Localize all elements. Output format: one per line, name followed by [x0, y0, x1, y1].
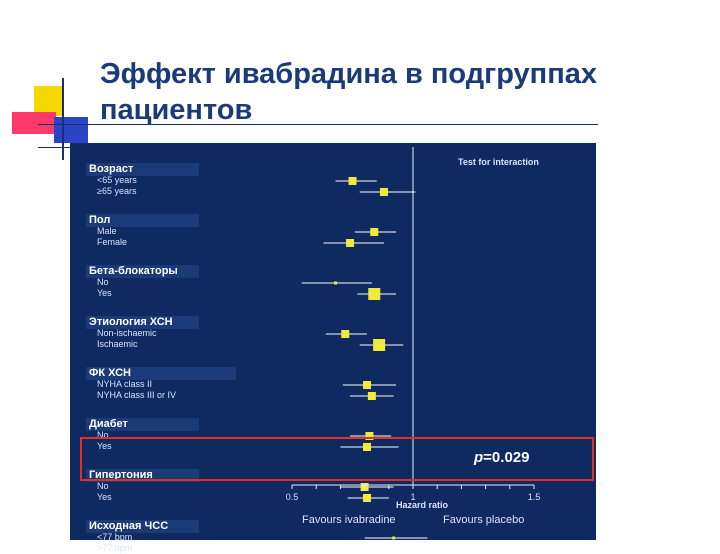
group-label: ФК ХСН [86, 367, 236, 380]
subgroup-label: <77 bpm [97, 532, 133, 542]
hr-marker [363, 443, 372, 451]
subgroup-label: Ischaemic [97, 339, 138, 349]
heart-rate-highlight-box [80, 437, 594, 481]
subgroup-label: No [97, 277, 109, 287]
p-value: =0.029 [483, 449, 530, 466]
hr-marker [379, 188, 388, 196]
hr-marker [363, 381, 372, 389]
forest-plot-svg: 0.5 1 1.5 [286, 147, 541, 540]
subgroup-label: No [97, 430, 109, 440]
hr-marker [363, 494, 372, 502]
group-label: Исходная ЧСС [86, 520, 199, 533]
corner-line-short [38, 147, 78, 148]
group-label: Возраст [86, 163, 199, 176]
favours-right-label: Favours placebo [443, 514, 525, 526]
subgroup-label: ≥65 years [97, 186, 137, 196]
corner-square-blue [54, 117, 88, 143]
subgroup-label: Male [97, 226, 117, 236]
group-label: Этиология ХСН [86, 316, 199, 329]
corner-line-vertical [62, 78, 64, 160]
subgroup-label: NYHA class II [97, 379, 153, 389]
corner-square-yellow [34, 86, 64, 116]
x-axis-label: Hazard ratio [396, 500, 449, 510]
subgroup-label: >77 bpm [97, 543, 133, 553]
p-symbol: p [474, 449, 484, 466]
hr-marker [334, 281, 338, 285]
p-value-annotation: p=0.029 [474, 449, 529, 466]
hr-marker [365, 432, 374, 440]
slide-title: Эффект ивабрадина в подгруппах пациентов [100, 56, 710, 128]
corner-line-horizontal [38, 124, 598, 125]
corner-square-red [12, 112, 56, 134]
group-label: Диабет [86, 418, 199, 431]
x-tick-label: 1 [410, 492, 415, 502]
subgroup-label: Non-ischaemic [97, 328, 157, 338]
subgroup-label: Female [97, 237, 128, 247]
group-label: Гипертония [86, 469, 199, 482]
hr-marker [367, 392, 376, 400]
subgroup-label: <65 years [97, 175, 137, 185]
subgroup-label: Yes [97, 492, 112, 502]
hr-marker [348, 177, 357, 185]
hr-marker [392, 536, 396, 540]
x-tick-label: 0.5 [286, 492, 299, 502]
hr-marker [368, 288, 381, 300]
interaction-header: Test for interaction [458, 157, 539, 167]
group-label: Пол [86, 214, 199, 227]
hr-marker [346, 239, 355, 247]
subgroup-label: Yes [97, 441, 112, 451]
favours-left-label: Favours ivabradine [302, 514, 396, 526]
subgroup-label: NYHA class III or IV [97, 390, 177, 400]
hr-marker [373, 339, 386, 351]
hr-marker [370, 228, 379, 236]
group-label: Бета-блокаторы [86, 265, 199, 278]
x-tick-label: 1.5 [528, 492, 541, 502]
slide-title-line-1: Эффект ивабрадина в подгруппах [100, 58, 597, 90]
subgroup-label: No [97, 481, 109, 491]
subgroup-label: Yes [97, 288, 112, 298]
hr-marker [341, 330, 350, 338]
slide-title-line-2: пациентов [100, 94, 253, 126]
forest-plot-panel: 0.5 1 1.5 Возраст <65 years ≥65 years Пол Male… [70, 143, 596, 553]
